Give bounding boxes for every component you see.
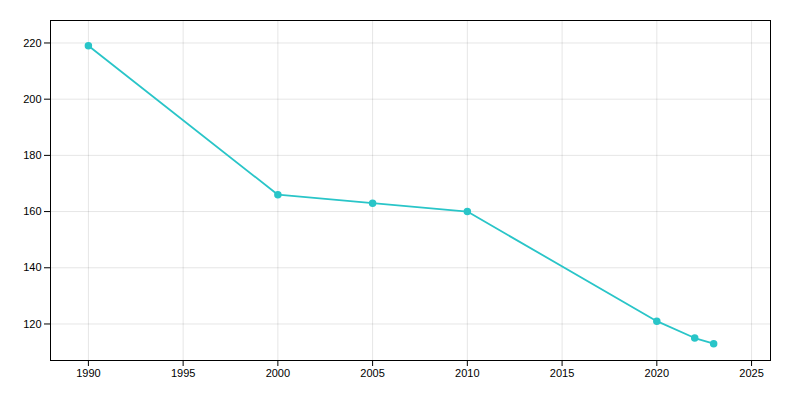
svg-text:1995: 1995 xyxy=(171,367,195,379)
svg-text:2010: 2010 xyxy=(455,367,479,379)
svg-text:120: 120 xyxy=(23,317,41,329)
svg-text:2005: 2005 xyxy=(360,367,384,379)
svg-text:140: 140 xyxy=(23,261,41,273)
svg-text:220: 220 xyxy=(23,36,41,48)
svg-text:200: 200 xyxy=(23,93,41,105)
svg-text:180: 180 xyxy=(23,149,41,161)
svg-text:1990: 1990 xyxy=(76,367,100,379)
svg-text:160: 160 xyxy=(23,205,41,217)
svg-text:2000: 2000 xyxy=(266,367,290,379)
svg-text:2025: 2025 xyxy=(739,367,763,379)
svg-text:2020: 2020 xyxy=(645,367,669,379)
svg-text:2015: 2015 xyxy=(550,367,574,379)
